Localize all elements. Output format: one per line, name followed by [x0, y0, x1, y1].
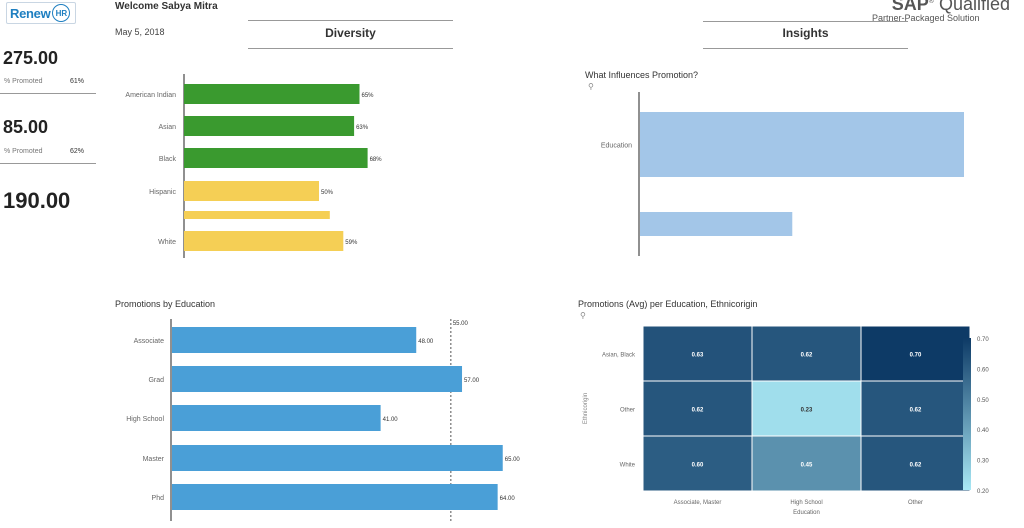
- kpi-pct-2: 62%: [70, 148, 85, 155]
- heatmap-cell: [751, 325, 862, 382]
- kpi-label-1: % Promoted: [4, 78, 43, 85]
- cell-value-label: 0.62: [801, 353, 813, 359]
- heatmap-cell: [642, 380, 753, 437]
- cell-value-label: 0.60: [692, 463, 704, 469]
- education-chart: 55.00 Associate 48.00 Grad 57.00 High School 4…: [126, 319, 521, 521]
- data-label: 68%: [370, 157, 383, 163]
- data-label: 57.00: [464, 378, 480, 384]
- welcome-text: Welcome Sabya Mitra: [115, 1, 218, 12]
- colorbar-tick-label: 0.50: [977, 398, 989, 404]
- logo-text: Renew: [10, 5, 51, 21]
- sap-logo: SAP® Qualified: [891, 0, 1010, 14]
- kpi-divider-2: [0, 163, 96, 164]
- category-label: Master: [143, 456, 165, 463]
- education-bar: [172, 484, 498, 510]
- education-chart-title: Promotions by Education: [115, 299, 216, 309]
- data-label: 59%: [345, 240, 358, 246]
- cell-value-label: 0.45: [801, 463, 813, 469]
- cell-value-label: 0.63: [692, 353, 704, 359]
- date-text: May 5, 2018: [115, 27, 165, 37]
- heatmap-chart: 0.63 0.62 0.70 Asian, Black 0.62 0.23 0.62 Othe…: [583, 325, 989, 516]
- y-category-label: White: [620, 463, 636, 469]
- category-label: White: [158, 239, 176, 246]
- cell-value-label: 0.70: [910, 353, 922, 359]
- colorbar-tick-label: 0.40: [977, 428, 989, 434]
- kpi-divider-1: [0, 93, 96, 94]
- heatmap-cell: [860, 435, 971, 492]
- x-category-label: Other: [908, 500, 923, 506]
- diversity-top-line: [248, 20, 453, 21]
- diversity-bar: [184, 211, 330, 219]
- insights-top-line: [703, 21, 908, 22]
- education-bar: [172, 366, 463, 392]
- influence-chart-title: What Influences Promotion?: [585, 70, 699, 80]
- data-label: 64.00: [500, 496, 516, 502]
- category-label: Grad: [148, 377, 164, 384]
- heatmap-cell: [751, 380, 862, 437]
- data-label: 50%: [321, 190, 334, 196]
- renewhr-logo[interactable]: Renew HR: [6, 2, 76, 24]
- cell-value-label: 0.62: [692, 408, 704, 414]
- sap-subtitle: Partner-Packaged Solution: [872, 13, 980, 23]
- diversity-bar: [184, 181, 319, 201]
- y-axis-title: Ethnicorigin: [583, 393, 589, 424]
- colorbar: [963, 338, 971, 490]
- colorbar-tick-label: 0.20: [977, 489, 989, 495]
- education-bar: [172, 405, 381, 431]
- data-label: 65.00: [505, 457, 521, 463]
- education-bar: [172, 445, 503, 471]
- category-label: Black: [159, 156, 177, 163]
- x-category-label: Associate, Master: [674, 500, 722, 506]
- diversity-bar: [184, 148, 368, 168]
- diversity-bar: [184, 231, 344, 251]
- data-label: 41.00: [383, 417, 399, 423]
- category-label: Asian: [158, 124, 176, 131]
- lightbulb-icon[interactable]: ⚲: [588, 82, 594, 91]
- kpi-pct-1: 61%: [70, 78, 85, 85]
- category-label: Hispanic: [149, 189, 176, 196]
- diversity-title: Diversity: [325, 26, 376, 40]
- influence-bar: [640, 212, 793, 236]
- logo-badge: HR: [52, 4, 71, 22]
- category-label: Education: [601, 143, 632, 150]
- x-category-label: High School: [790, 500, 822, 506]
- y-category-label: Asian, Black: [602, 353, 636, 359]
- cell-value-label: 0.23: [801, 408, 813, 414]
- colorbar-tick-label: 0.60: [977, 367, 989, 373]
- kpi-value-3: 190.00: [3, 188, 71, 213]
- influence-bar: [640, 112, 964, 177]
- cell-value-label: 0.62: [910, 463, 922, 469]
- diversity-bottom-line: [248, 48, 453, 49]
- data-label: 63%: [356, 125, 369, 131]
- category-label: Associate: [134, 338, 164, 345]
- data-label: 65%: [362, 93, 375, 99]
- kpi-label-2: % Promoted: [4, 148, 43, 155]
- heatmap-chart-title: Promotions (Avg) per Education, Ethnicor…: [578, 299, 758, 309]
- category-label: American Indian: [125, 92, 176, 99]
- influence-chart: Education: [601, 92, 964, 256]
- lightbulb-icon[interactable]: ⚲: [580, 311, 586, 320]
- y-category-label: Other: [620, 408, 635, 414]
- reference-label: 55.00: [453, 321, 469, 327]
- diversity-chart: American Indian 65% Asian 63% Black 68% Hispan…: [125, 74, 383, 258]
- insights-bottom-line: [703, 48, 908, 49]
- kpi-value-1: 275.00: [3, 48, 59, 68]
- diversity-bar: [184, 116, 355, 136]
- heatmap-cell: [860, 325, 971, 382]
- colorbar-tick-label: 0.30: [977, 459, 989, 465]
- data-label: 48.00: [418, 339, 434, 345]
- heatmap-cell: [751, 435, 862, 492]
- cell-value-label: 0.62: [910, 408, 922, 414]
- insights-title: Insights: [782, 26, 829, 40]
- category-label: High School: [126, 416, 164, 423]
- kpi-value-2: 85.00: [3, 117, 49, 137]
- x-axis-title: Education: [793, 510, 820, 516]
- education-bar: [172, 327, 417, 353]
- diversity-bar: [184, 84, 360, 104]
- colorbar-tick-label: 0.70: [977, 337, 989, 343]
- category-label: Phd: [152, 495, 165, 502]
